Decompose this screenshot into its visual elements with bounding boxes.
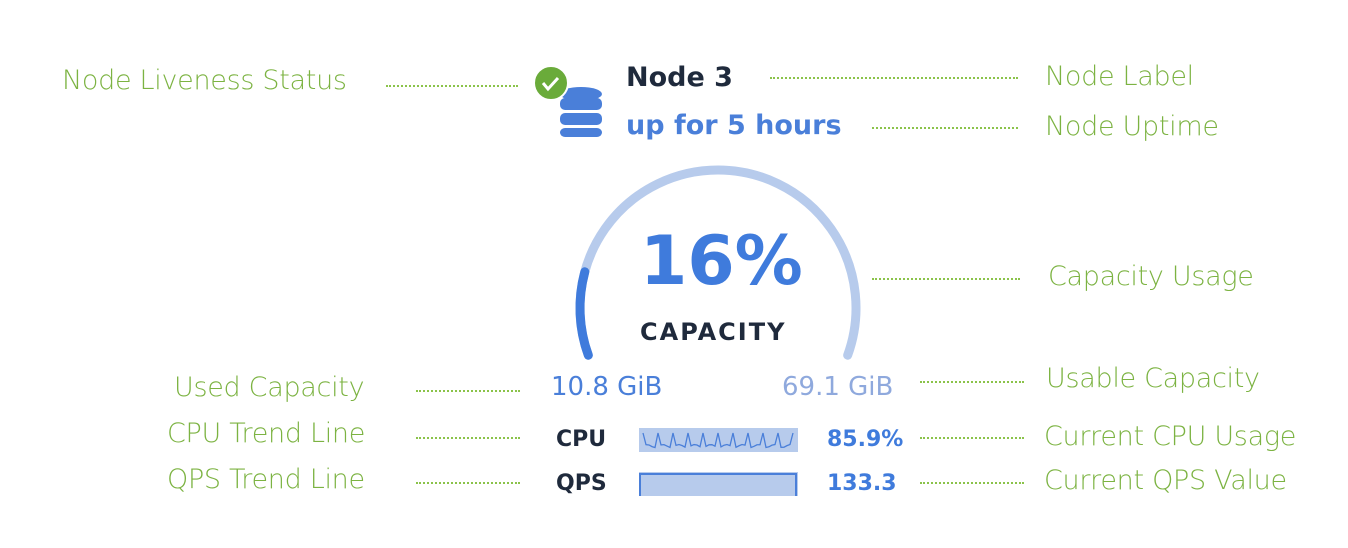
cpu-sparkline	[639, 428, 798, 452]
annotation-capacity-usage: Capacity Usage	[1048, 261, 1254, 292]
qps-value: 133.3	[827, 471, 897, 496]
leader-line	[416, 482, 520, 484]
annotation-qps-current: Current QPS Value	[1044, 465, 1287, 496]
leader-line	[872, 278, 1020, 280]
leader-line	[416, 437, 520, 439]
annotation-liveness: Node Liveness Status	[62, 65, 347, 96]
capacity-label: CAPACITY	[640, 318, 787, 346]
leader-line	[770, 77, 1018, 79]
annotation-qps-trend: QPS Trend Line	[167, 464, 365, 495]
leader-line	[872, 127, 1018, 129]
annotation-uptime: Node Uptime	[1045, 111, 1219, 142]
node-uptime: up for 5 hours	[626, 110, 842, 141]
check-circle-icon	[533, 65, 569, 101]
annotation-cpu-current: Current CPU Usage	[1044, 421, 1297, 452]
leader-line	[920, 381, 1024, 383]
qps-label: QPS	[556, 471, 607, 496]
annotation-usable: Usable Capacity	[1046, 363, 1260, 394]
leader-line	[416, 390, 520, 392]
gauge-fill	[575, 267, 593, 360]
annotation-used: Used Capacity	[174, 372, 365, 403]
leader-line	[920, 437, 1024, 439]
leader-line	[386, 85, 518, 87]
annotation-node-label: Node Label	[1045, 61, 1194, 92]
used-capacity: 10.8 GiB	[551, 372, 663, 402]
leader-line	[920, 482, 1024, 484]
database-icon	[560, 87, 602, 137]
node-label: Node 3	[626, 62, 733, 93]
capacity-percent: 16%	[640, 222, 803, 301]
annotation-cpu-trend: CPU Trend Line	[167, 418, 366, 449]
cpu-label: CPU	[556, 427, 607, 452]
usable-capacity: 69.1 GiB	[782, 372, 894, 402]
qps-sparkline	[639, 472, 798, 496]
cpu-value: 85.9%	[827, 427, 904, 452]
